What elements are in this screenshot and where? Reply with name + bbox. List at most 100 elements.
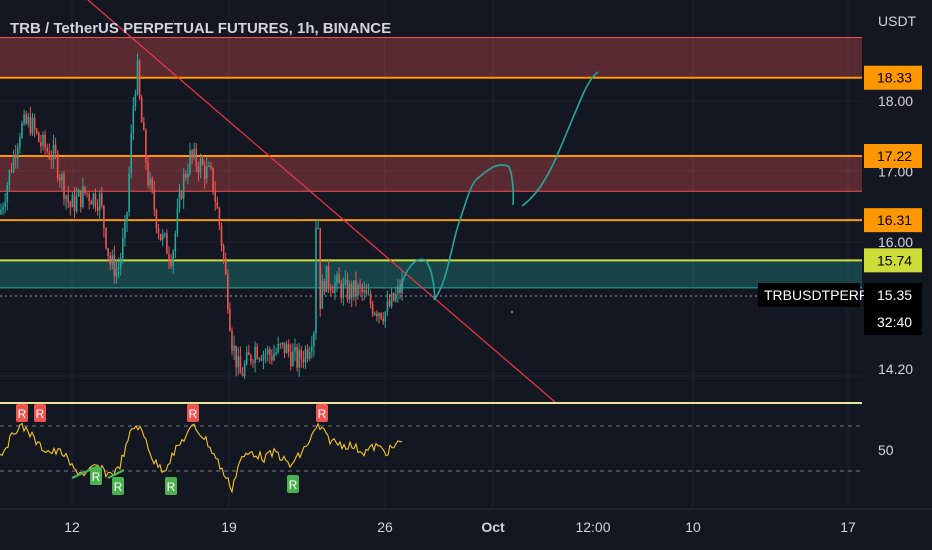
- candle-body: [287, 343, 290, 352]
- candle-body: [44, 134, 46, 149]
- candle-body: [256, 346, 258, 359]
- candle-body: [197, 165, 200, 173]
- candle-body: [365, 290, 368, 295]
- level-badge: [864, 208, 922, 233]
- y-tick-label: 18.00: [878, 93, 913, 109]
- level-label: 18.33: [877, 70, 912, 86]
- candle-body: [327, 266, 330, 287]
- candle-body: [88, 193, 90, 202]
- candle-body: [56, 153, 59, 179]
- candle-body: [258, 358, 261, 360]
- grid-lines: [0, 0, 862, 509]
- candle-body: [254, 346, 256, 363]
- candle-body: [126, 212, 128, 222]
- rsi-signal-badge: [90, 467, 102, 485]
- candle-body: [50, 158, 53, 160]
- price-axis: USDT: [862, 0, 932, 550]
- candle-body: [264, 353, 267, 355]
- candle-body: [283, 342, 286, 354]
- countdown-label: 32:40: [877, 314, 912, 330]
- candle-body: [382, 318, 384, 322]
- candle-body: [138, 60, 141, 99]
- candle-body: [392, 293, 395, 301]
- candle-body: [235, 345, 237, 368]
- candle-body: [340, 283, 342, 298]
- rsi-signal-badge: [287, 475, 299, 493]
- candle-body: [296, 347, 298, 368]
- candle-body: [52, 144, 55, 160]
- candle-body: [277, 344, 279, 353]
- candle-body: [250, 354, 252, 362]
- rsi-signal-label: R: [36, 407, 45, 421]
- candle-body: [61, 174, 63, 181]
- candle-body: [90, 201, 93, 205]
- rsi-signal-label: R: [289, 478, 298, 492]
- candle-body: [329, 286, 332, 291]
- candle-body: [10, 170, 13, 172]
- candle-body: [212, 167, 214, 192]
- candle-body: [319, 227, 321, 309]
- candle-body: [84, 186, 86, 193]
- candle-body: [395, 293, 397, 301]
- last-price-label: 15.35: [877, 287, 912, 303]
- candle-body: [151, 178, 153, 191]
- candle-body: [266, 349, 269, 354]
- candle-body: [245, 352, 248, 365]
- candle-body: [210, 165, 212, 168]
- candle-body: [107, 248, 109, 256]
- candle-body: [308, 351, 311, 359]
- candle-body: [357, 284, 359, 296]
- candle-body: [80, 190, 82, 207]
- candle-body: [342, 283, 345, 298]
- x-tick-label: 12:00: [575, 519, 610, 535]
- candle-body: [73, 194, 76, 212]
- time-axis: 12 19 26 Oct 12:00 10 17: [64, 519, 856, 535]
- candle-body: [222, 245, 225, 258]
- level-badge: [864, 143, 922, 168]
- candle-body: [159, 234, 162, 241]
- rsi-signal-label: R: [92, 470, 101, 484]
- candle-body: [119, 258, 122, 269]
- candle-body: [77, 190, 80, 197]
- candle-body: [187, 173, 189, 178]
- candle-body: [157, 228, 160, 235]
- candle-body: [338, 274, 340, 284]
- candle-body: [147, 162, 149, 186]
- level-label: 15.74: [877, 252, 912, 268]
- candle-body: [0, 209, 2, 214]
- symbol-tag[interactable]: TRBUSDTPERP: [758, 283, 868, 307]
- candle-body: [19, 137, 21, 148]
- candle-body: [65, 195, 67, 200]
- symbol-tag-background: [758, 283, 860, 307]
- rsi-signal-badge: [34, 404, 46, 422]
- candle-body: [38, 132, 40, 142]
- candle-body: [294, 347, 296, 352]
- candle-body: [315, 227, 317, 334]
- candle-body: [397, 286, 399, 294]
- candle-body: [155, 210, 158, 229]
- candle-body: [54, 144, 57, 154]
- candle-body: [96, 207, 99, 211]
- x-tick-label: 17: [840, 519, 856, 535]
- rsi-signal-label: R: [18, 407, 27, 421]
- projection-path: [399, 164, 515, 301]
- candle-body: [145, 130, 147, 163]
- candle-body: [350, 284, 353, 298]
- descending-trendline: [87, 0, 556, 402]
- candle-body: [12, 154, 15, 172]
- candle-body: [290, 351, 292, 366]
- candle-body: [33, 117, 36, 130]
- candle-body: [401, 279, 403, 294]
- candle-body: [292, 351, 294, 366]
- candle-body: [279, 344, 282, 346]
- candle-body: [224, 257, 227, 275]
- rsi-signal-badge: [316, 404, 328, 422]
- candle-body: [174, 233, 177, 252]
- candle-body: [189, 150, 191, 174]
- candle-body: [178, 192, 181, 209]
- candle-body: [271, 355, 273, 360]
- y-tick-label: 16.00: [878, 234, 913, 250]
- candle-body: [388, 300, 391, 307]
